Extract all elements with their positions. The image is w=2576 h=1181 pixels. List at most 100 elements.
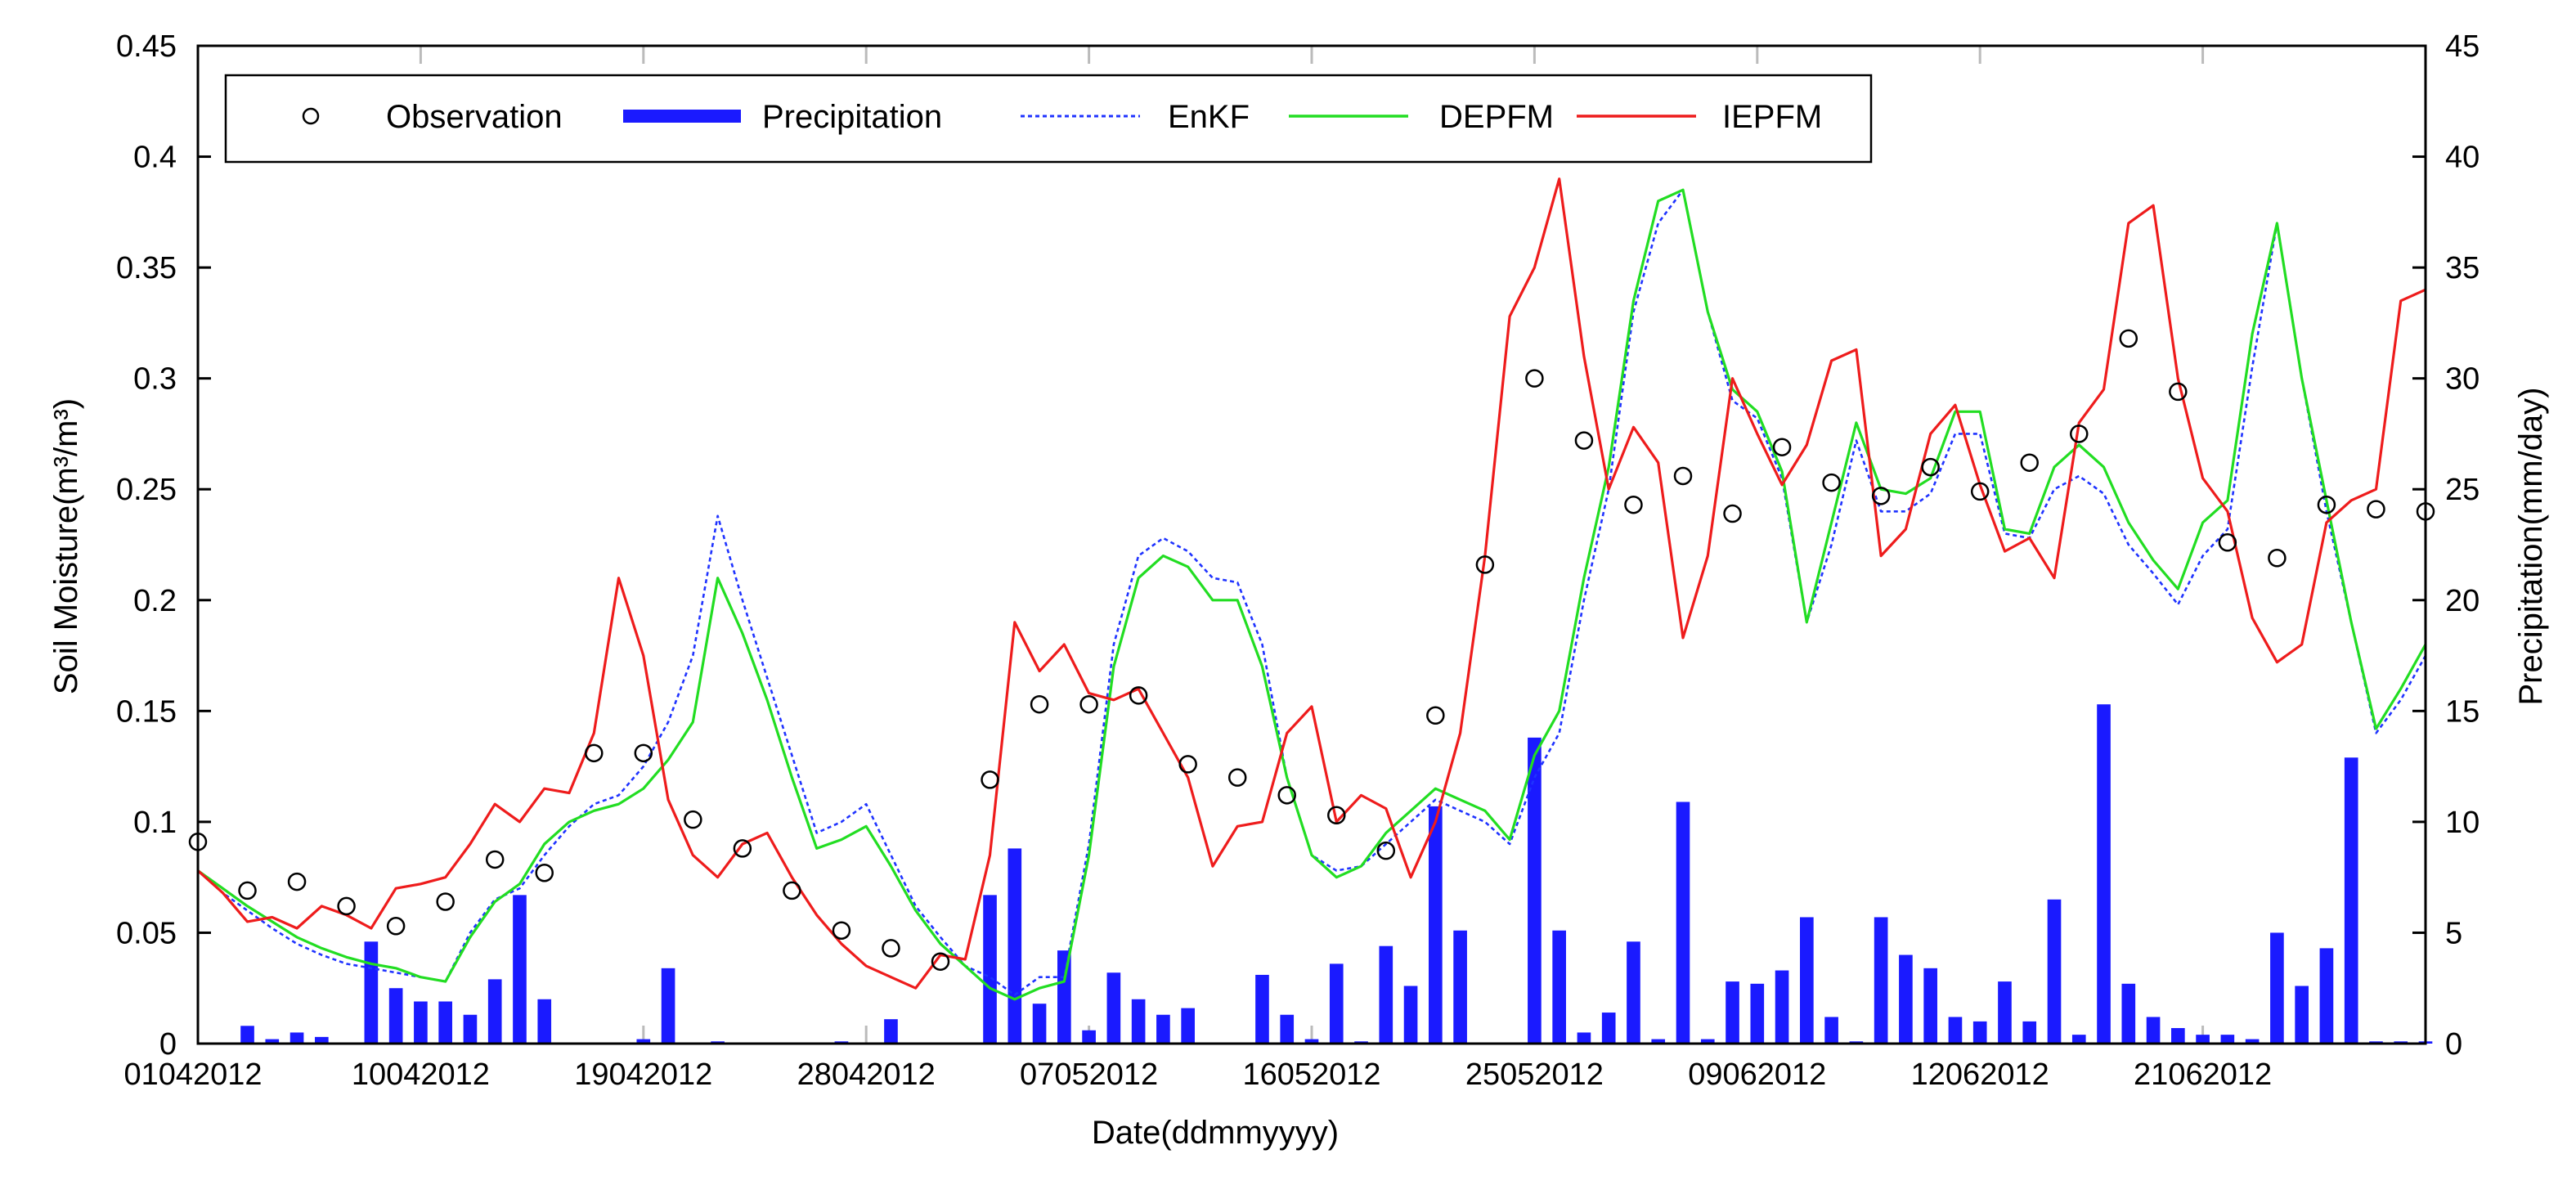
precipitation-bar (1874, 917, 1888, 1044)
observation-point (1673, 466, 1693, 486)
left-tick-label: 0.35 (116, 251, 177, 285)
observation-point (783, 881, 801, 900)
left-tick-label: 0.1 (133, 806, 177, 840)
legend-depfm-label: DEPFM (1439, 99, 1554, 135)
observation-markers (188, 329, 2435, 971)
left-tick-label: 0.2 (133, 584, 177, 618)
x-tick-label: 01042012 (123, 1058, 262, 1092)
observation-point (485, 850, 505, 869)
precipitation-bar (463, 1014, 478, 1044)
observation-point (238, 881, 257, 900)
precipitation-bar (1676, 802, 1690, 1044)
right-tick-label: 10 (2445, 806, 2480, 840)
observation-point (832, 921, 851, 940)
precipitation-bar (2022, 1021, 2037, 1044)
x-tick-label: 19042012 (574, 1058, 712, 1092)
precipitation-bar (1800, 917, 1814, 1044)
left-tick-label: 0 (159, 1027, 177, 1062)
right-tick-label: 40 (2445, 141, 2480, 175)
x-tick-label: 21062012 (2134, 1058, 2272, 1092)
precipitation-bar (884, 1019, 898, 1044)
precipitation-bar (2196, 1035, 2210, 1044)
precipitation-bar (1528, 737, 1542, 1044)
model-lines (196, 177, 2427, 1001)
legend-precipitation-label: Precipitation (762, 99, 942, 135)
observation-point (1129, 686, 1148, 705)
precipitation-bars (240, 704, 2433, 1044)
observation-point (1475, 555, 1495, 574)
observation-point (2169, 382, 2188, 402)
precipitation-bar (487, 979, 502, 1044)
observation-point (1624, 495, 1643, 514)
precipitation-bar (364, 941, 379, 1044)
precipitation-bar (1627, 941, 1640, 1044)
observation-point (337, 896, 356, 916)
left-tick-label: 0.4 (133, 141, 177, 175)
observation-point (1574, 431, 1594, 450)
precipitation-bar (661, 968, 675, 1044)
precipitation-bar (1304, 1039, 1319, 1044)
x-tick-label: 12062012 (1911, 1058, 2049, 1092)
precipitation-bar (1775, 970, 1789, 1044)
x-tick-label: 16052012 (1242, 1058, 1380, 1092)
x-tick-label: 09062012 (1688, 1058, 1826, 1092)
observation-point (1525, 369, 1544, 388)
observation-point (1376, 841, 1396, 860)
observation-point (2070, 424, 2089, 443)
precipitation-bar (1082, 1030, 1096, 1044)
precipitation-bar (2071, 1035, 2086, 1044)
observation-point (733, 839, 752, 858)
precipitation-bar (1601, 1013, 1616, 1044)
precipitation-bar (1106, 972, 1121, 1044)
observation-point (2317, 495, 2336, 514)
observation-point (882, 939, 900, 958)
precipitation-bar (1156, 1014, 1170, 1044)
precipitation-bar (1577, 1032, 1591, 1044)
precipitation-bar (1032, 1004, 1047, 1044)
precipitation-bar (636, 1039, 651, 1044)
precipitation-bar (388, 988, 403, 1044)
right-tick-label: 5 (2445, 916, 2462, 950)
observation-point (1921, 457, 1940, 477)
precipitation-bar (513, 895, 527, 1044)
left-tick-label: 0.15 (116, 694, 177, 729)
legend-observation-label: Observation (386, 99, 563, 135)
observation-point (436, 892, 455, 911)
right-axis: 0 5 10 15 20 25 30 35 40 45 (2412, 29, 2480, 1062)
right-tick-label: 45 (2445, 29, 2480, 64)
precipitation-bar (1255, 974, 1269, 1044)
legend-observation-marker (302, 107, 320, 125)
precipitation-bar (1057, 950, 1071, 1044)
x-axis-title: Date(ddmmyyyy) (1092, 1115, 1339, 1151)
series-line-iepfm (196, 177, 2426, 990)
observation-point (1822, 473, 1841, 492)
precipitation-bar (1923, 968, 1937, 1044)
y-axis-title-right: Precipitation(mm/day) (2513, 387, 2549, 705)
precipitation-bar (1899, 954, 1913, 1044)
precipitation-bar (240, 1026, 254, 1044)
legend-box (224, 74, 1873, 164)
precipitation-bar (1379, 945, 1393, 1044)
observation-point (585, 743, 604, 763)
series-line-depfm (197, 188, 2427, 1001)
precipitation-bar (2245, 1039, 2260, 1044)
right-tick-label: 25 (2445, 473, 2480, 507)
precipitation-bar (1329, 963, 1344, 1044)
precipitation-bar (2121, 983, 2136, 1044)
precipitation-bar (1824, 1017, 1838, 1044)
left-tick-label: 0.3 (133, 362, 177, 397)
precipitation-bar (2146, 1017, 2161, 1044)
plot-frame (196, 44, 2427, 1045)
y-axis-title-left: Soil Moisture(m³/m³) (48, 398, 84, 694)
observation-point (1178, 755, 1197, 774)
precipitation-bar (983, 895, 997, 1044)
observation-point (1277, 786, 1296, 805)
right-tick-label: 20 (2445, 584, 2480, 618)
observation-point (2218, 533, 2237, 552)
precipitation-bar (1429, 806, 1443, 1044)
observation-point (1772, 438, 1792, 456)
legend-iepfm-label: IEPFM (1722, 99, 1822, 135)
precipitation-bar (414, 1001, 428, 1044)
left-axis: 0 0.05 0.1 0.15 0.2 0.25 0.3 0.35 0.4 0.45 (116, 29, 211, 1062)
